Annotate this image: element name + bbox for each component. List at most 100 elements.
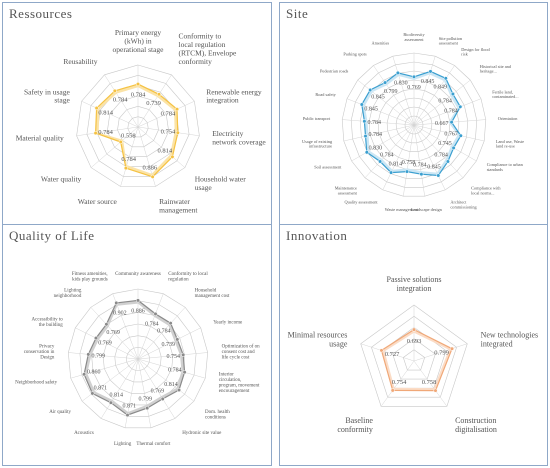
data-point	[419, 172, 424, 177]
axis-spoke	[100, 358, 139, 419]
data-label: 0.860	[87, 370, 101, 376]
data-point	[93, 131, 98, 136]
data-point	[176, 387, 182, 393]
axis-spoke	[382, 124, 415, 191]
data-point	[174, 107, 180, 112]
data-point	[156, 92, 162, 97]
data-label: 0.784	[113, 97, 128, 104]
axis-spoke	[137, 352, 208, 360]
innovation-radar-chart: 0.693 0.799 0.758 0.754 0.727 Passive solutio…	[288, 275, 539, 434]
data-point	[359, 102, 364, 107]
data-point	[436, 173, 441, 178]
category-label-orientation: Orientation	[498, 116, 518, 121]
axis-spoke	[90, 307, 139, 360]
grid-ring	[371, 315, 457, 398]
data-point	[449, 346, 455, 351]
category-label-rainwater-management: Rainwater management	[159, 197, 198, 214]
category-label-optimization-of-on-consent-cost-: Optimization of on consent cost and life c…	[222, 344, 261, 360]
axis-spoke	[413, 56, 436, 126]
data-label: 0.784	[368, 132, 382, 138]
innovation-panel: Innovation 0.693 0.799 0.758 0.754 0.727 Pass…	[279, 224, 548, 466]
data-point	[368, 87, 373, 93]
axis-spoke	[137, 74, 172, 128]
category-label-maintenance-assessment: Maintenance assessment	[335, 186, 358, 196]
data-point	[411, 74, 417, 79]
category-label-road-safety: Road safety	[315, 92, 336, 97]
data-label: 0.830	[394, 81, 408, 87]
category-label-lighting-neighborhood: Lighting neighborhood	[54, 288, 82, 299]
axis-spoke	[413, 124, 477, 162]
data-point	[86, 352, 91, 357]
data-point	[175, 130, 180, 135]
grid-ring	[377, 88, 451, 161]
axis-spoke	[137, 327, 201, 360]
category-label-lighting: Lighting	[114, 442, 132, 447]
data-point	[445, 159, 450, 164]
category-label-minimal-resources-usage: Minimal resources usage	[288, 331, 348, 349]
axis-spoke	[70, 358, 139, 379]
grid-ring	[86, 74, 190, 177]
category-label-biodiversity-assessment: Biodiversity assessment	[403, 32, 425, 42]
grid-ring	[341, 52, 487, 197]
category-label-household-water-usage: Household water usage	[195, 174, 247, 191]
data-point	[150, 174, 155, 179]
axis-spoke	[343, 124, 415, 142]
category-label-interior-circulation-program-mov: Interior circulation, program, movement enc…	[219, 372, 260, 394]
site-radar-chart: 0.7690.8450.8490.7840.7840.6670.7670.745…	[302, 32, 524, 212]
category-label-conformity-to-local-regulation-r: Conformity to local regulation (RTCM), Env…	[179, 32, 238, 66]
category-label-public-transport: Public transport	[303, 116, 331, 121]
data-label: 0.799	[434, 349, 449, 356]
axis-spoke	[413, 79, 471, 126]
axis-spoke	[413, 124, 446, 191]
series-line	[94, 83, 179, 178]
grid-ring	[395, 106, 433, 144]
grid-ring	[360, 304, 468, 407]
data-label: 0.769	[151, 389, 165, 395]
axis-spoke	[137, 100, 195, 128]
category-label-thermal-comfort: Thermal comfort	[136, 442, 171, 447]
data-label: 0.784	[368, 120, 382, 126]
category-label-amenities: Amenities	[372, 41, 390, 46]
data-label: 0.745	[438, 141, 452, 147]
data-point	[433, 388, 438, 393]
data-label: 0.769	[106, 330, 120, 336]
series-line	[361, 70, 462, 177]
data-point	[458, 133, 463, 138]
category-label-neighborhood-safety: Neighborhood safety	[15, 381, 58, 386]
axis-spoke	[413, 343, 468, 362]
axis-spoke	[137, 358, 176, 419]
data-point	[160, 396, 165, 401]
data-point	[451, 145, 456, 150]
axis-spoke	[392, 56, 415, 126]
data-point	[135, 82, 141, 87]
category-label-design-for-flood-risk: Design for flood risk	[461, 47, 490, 57]
data-label: 0.769	[407, 85, 421, 91]
data-label: 0.558	[121, 133, 136, 140]
data-point	[170, 154, 175, 159]
axis-spoke	[137, 358, 152, 428]
data-point	[93, 336, 99, 341]
axis-spoke	[373, 65, 415, 126]
quality-of-life-radar-chart: 0.8860.7840.7840.7390.7540.7840.8140.769…	[15, 272, 261, 447]
data-label: 0.784	[131, 91, 146, 98]
axis-spoke	[413, 124, 464, 178]
category-label-electricity-network-coverage: Electricity network coverage	[212, 129, 266, 146]
axis-spoke	[120, 126, 139, 187]
category-label-compliance-with-local-norms: Compliance with local norms...	[471, 186, 501, 196]
data-point	[363, 134, 368, 139]
axis-spoke	[360, 343, 415, 362]
data-point	[379, 348, 384, 353]
axis-spoke	[342, 119, 415, 126]
category-label-air-quality: Air quality	[49, 410, 71, 415]
grid-ring	[79, 300, 197, 417]
axis-spoke	[364, 124, 415, 178]
category-label-passive-solutions-integration: Passive solutions integration	[387, 275, 442, 293]
data-label: 0.814	[389, 162, 403, 168]
category-label-architect-commissioning: Architect commissioning	[450, 200, 477, 210]
category-label-acoustics: Acoustics	[74, 431, 94, 436]
category-label-reusability: Reusability	[63, 57, 97, 66]
data-label: 0.758	[402, 160, 416, 166]
data-label: 0.886	[142, 165, 157, 172]
data-point	[123, 166, 128, 171]
axis-spoke	[346, 98, 415, 126]
